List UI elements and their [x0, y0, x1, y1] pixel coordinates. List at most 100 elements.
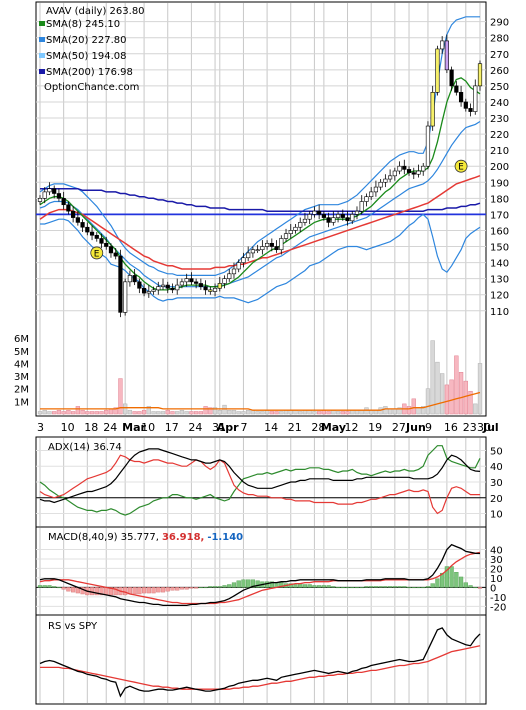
volume-bar — [255, 411, 260, 415]
volume-bar — [146, 406, 151, 415]
macd-histogram-bar — [123, 587, 128, 596]
x-axis-label: 7 — [240, 421, 247, 434]
volume-bar — [231, 409, 237, 415]
candle-body — [71, 210, 76, 218]
volume-bar — [123, 403, 128, 415]
volume-bar — [37, 411, 43, 415]
x-axis-label: 27 — [392, 421, 406, 434]
adx-minus-di-line — [39, 445, 481, 516]
candle-body — [359, 201, 364, 212]
volume-bar — [298, 411, 303, 415]
rs-panel: RS vs SPY — [35, 614, 487, 705]
macd-histogram-bar — [331, 586, 336, 588]
candle-body — [373, 186, 379, 193]
macd-histogram-bar — [179, 587, 185, 590]
price-y-tick: 180 — [490, 194, 509, 205]
candle-body — [321, 214, 326, 218]
volume-bar — [189, 411, 194, 415]
macd-histogram-bar — [71, 587, 76, 593]
macd-y-tick: 30 — [490, 555, 503, 566]
volume-bar — [85, 411, 90, 415]
macd-histogram-bar — [473, 587, 478, 589]
macd-histogram-bar — [236, 580, 241, 588]
price-y-tick: 230 — [490, 114, 509, 125]
bollinger-upper-line — [39, 16, 480, 276]
legend-sma50: SMA(50) 194.08 — [46, 51, 127, 62]
macd-histogram-bar — [411, 587, 416, 589]
rs-line — [39, 627, 481, 698]
candle-body — [430, 92, 435, 127]
candle-body — [194, 281, 199, 284]
volume-bar — [326, 411, 331, 415]
sma8-line — [39, 77, 481, 291]
volume-bar — [160, 411, 166, 415]
macd-histogram-bar — [132, 587, 137, 595]
candle-body — [354, 210, 360, 215]
x-axis-label: 24 — [103, 421, 117, 434]
price-y-tick: 210 — [490, 146, 509, 157]
volume-bar — [416, 407, 421, 415]
macd-histogram-bar — [42, 585, 47, 588]
price-y-tick: 130 — [490, 275, 509, 286]
candle-body — [364, 196, 369, 202]
macd-histogram-bar — [326, 585, 331, 588]
volume-bar — [61, 411, 66, 415]
volume-bar — [104, 409, 109, 415]
macd-histogram-bar — [66, 587, 71, 592]
candle-body — [85, 226, 90, 233]
candle-body — [383, 178, 388, 183]
macd-histogram-bar — [477, 587, 483, 589]
volume-bar — [246, 409, 251, 415]
volume-bar — [80, 409, 85, 415]
candle-body — [468, 108, 473, 112]
adx-y-tick: 50 — [490, 446, 503, 457]
x-axis-label: 10 — [61, 421, 75, 434]
adx-title: ADX(14) 36.74 — [48, 442, 122, 453]
x-axis-label: 23 — [463, 421, 477, 434]
candle-body — [458, 92, 464, 103]
candle-body — [47, 188, 52, 193]
candle-body — [378, 181, 383, 188]
macd-histogram-bar — [146, 587, 151, 594]
volume-bar — [75, 406, 80, 415]
volume-bar — [108, 408, 114, 415]
candle-body — [392, 170, 397, 177]
adx-line — [39, 448, 481, 504]
macd-histogram-bar — [141, 587, 147, 594]
rs-title: RS vs SPY — [48, 621, 98, 632]
volume-bar — [94, 411, 99, 415]
macd-histogram-bar — [312, 585, 317, 588]
candle-body — [269, 242, 274, 247]
volume-bar — [113, 407, 118, 415]
candle-body — [255, 249, 260, 252]
legend-sma20: SMA(20) 227.80 — [46, 35, 127, 46]
macd-histogram-bar — [468, 585, 473, 588]
candle-body — [94, 234, 99, 239]
price-y-tick: 190 — [490, 178, 509, 189]
macd-y-tick: 20 — [490, 564, 503, 575]
volume-y-tick: 5M — [14, 347, 29, 358]
volume-bar — [70, 411, 76, 415]
volume-bar — [56, 409, 62, 415]
candle-body — [170, 287, 175, 291]
earnings-marker-label: E — [94, 249, 100, 259]
candle-body — [151, 289, 156, 292]
candle-body — [75, 217, 80, 223]
price-y-tick: 220 — [490, 130, 509, 141]
volume-bar — [468, 390, 473, 415]
macd-histogram-bar — [47, 585, 52, 588]
macd-histogram-bar — [402, 586, 407, 588]
macd-histogram — [37, 566, 483, 596]
candle-body — [222, 278, 227, 284]
volume-y-tick: 2M — [14, 385, 29, 396]
legend-swatch-sma20 — [39, 37, 45, 42]
x-axis-label: Mar — [122, 421, 146, 434]
price-y-tick: 260 — [490, 66, 509, 77]
volume-bar — [392, 408, 397, 415]
macd-histogram-bar — [151, 587, 156, 594]
candle-body — [421, 165, 426, 172]
macd-histogram-bar — [440, 572, 445, 588]
candle-body — [118, 255, 123, 313]
candle-body — [345, 217, 350, 222]
